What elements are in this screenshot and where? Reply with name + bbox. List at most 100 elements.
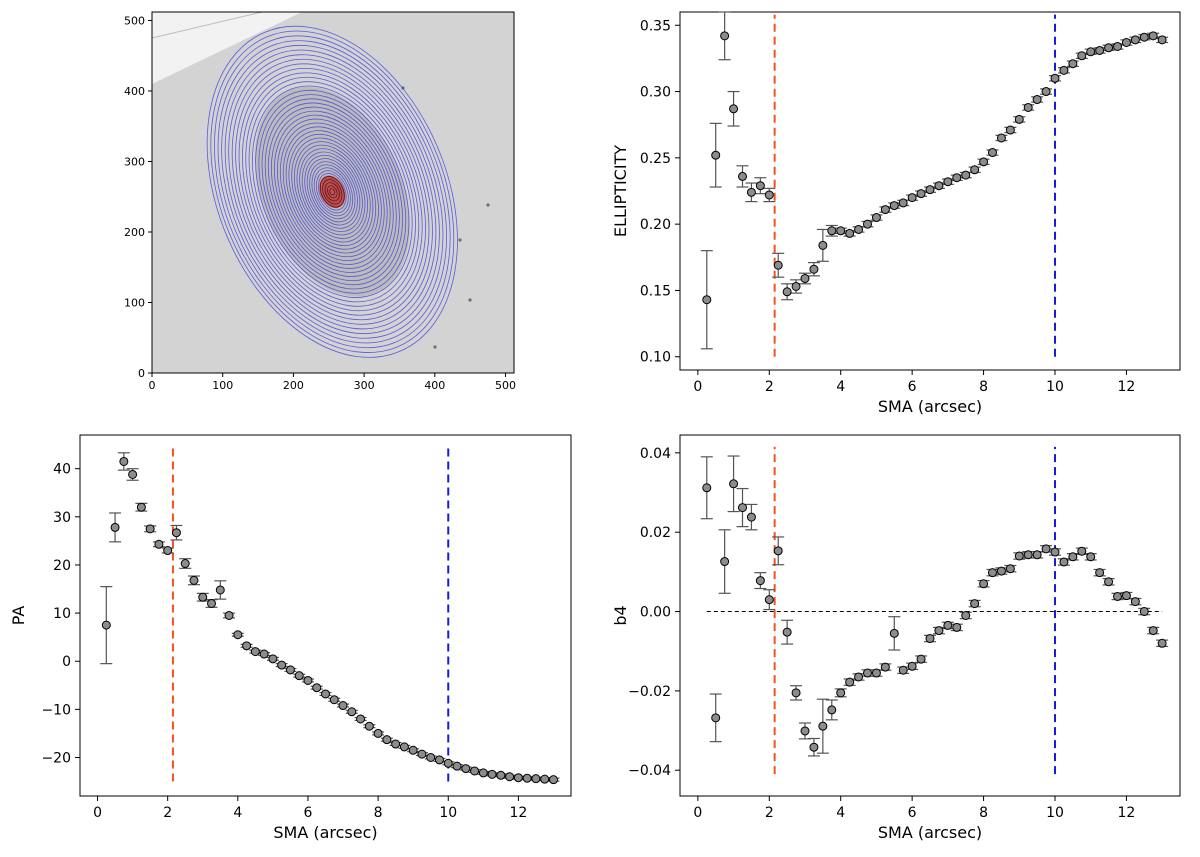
data-point [979,579,989,589]
y-tick-label: 30 [53,510,71,526]
data-point [434,755,444,765]
x-tick-label: 6 [304,805,313,821]
data-point [531,774,541,784]
data-point [916,189,926,199]
data-point [880,205,890,215]
data-point [285,665,295,675]
data-point [338,701,348,711]
x-tick-label: 2 [163,805,172,821]
isophote-ellipse [248,81,416,303]
isophote-ellipse [214,35,451,349]
y-tick-label: −10 [41,702,71,718]
data-point [1014,551,1024,561]
data-point [548,775,558,785]
data-point [889,628,899,638]
y-tick-label: −20 [41,750,71,766]
data-point [1032,95,1042,105]
isophote-ellipses [206,25,458,358]
data-point [880,662,890,672]
x-tick-label: 500 [495,379,516,392]
data-point [809,264,819,274]
y-tick-label: 0.15 [640,283,671,299]
data-point [711,150,721,160]
data-point [746,512,756,522]
data-point [764,190,774,200]
data-point [1130,597,1140,607]
data-point [746,187,756,197]
data-point [1121,37,1131,47]
data-point [391,739,401,749]
y-tick-label: 400 [124,85,145,98]
star-dot [486,203,490,207]
data-point [988,148,997,158]
data-point [738,503,747,513]
data-point [1068,552,1078,562]
isophote-ellipse [318,173,347,211]
data-point [180,559,190,569]
x-tick-label: 6 [908,379,917,395]
isophote-ellipse [210,30,455,353]
data-point [154,539,164,549]
data-point [470,766,480,776]
y-tick-label: 0.02 [640,525,671,541]
x-tick-label: 8 [979,379,988,395]
x-tick-label: 4 [836,805,845,821]
data-point [800,726,810,736]
data-point [729,479,739,489]
data-point [889,201,899,211]
data-point [925,185,935,195]
isophote-ellipse [273,114,391,269]
y-tick-label: 200 [124,226,145,239]
data-point [729,104,739,114]
data-point [764,595,774,605]
data-point [845,677,855,687]
y-tick-label: 0.25 [640,151,671,167]
data-point [1023,550,1033,560]
isophote-ellipse [311,164,354,220]
data-point [996,566,1006,576]
isophote-ellipse [304,154,361,229]
data-point [1148,31,1158,41]
data-point [1005,125,1015,135]
data-point [952,622,962,632]
data-point [907,661,917,671]
data-point [836,226,846,236]
data-point [720,31,730,41]
isophote-ellipse [267,106,397,277]
isophote-ellipse [242,72,423,312]
x-tick-label: 400 [424,379,445,392]
data-point [898,665,908,675]
data-point [773,546,783,556]
y-tick-label: 100 [124,296,145,309]
y-tick-label: 0.30 [640,85,671,101]
data-point [854,672,864,682]
x-tick-label: 4 [836,379,845,395]
isophote-ellipse [285,130,379,254]
data-point [702,295,712,305]
data-point [364,721,374,731]
data-point [303,675,313,685]
core-isophote [327,185,338,199]
star-dot [433,345,437,349]
x-tick-label: 0 [149,379,156,392]
data-point [702,483,712,493]
isophote-ellipse [306,158,358,226]
isophote-ellipse [221,44,444,339]
data-point [1130,35,1140,45]
y-tick-label: 0.20 [640,217,671,233]
data-point [791,281,801,291]
data-point [827,226,837,236]
isophote-ellipse [301,151,363,232]
data-point [1050,73,1060,83]
y-tick-label: 0.04 [640,446,671,462]
x-tick-label: 0 [693,379,702,395]
data-point [863,219,872,229]
isophote-ellipse [255,89,410,294]
isophote-ellipse [228,54,437,330]
data-point [1014,114,1024,124]
data-point [347,707,357,717]
core-isophote [329,188,336,196]
data-point [961,611,971,620]
y-tick-label: 0.35 [640,18,671,34]
data-point [1077,51,1087,61]
